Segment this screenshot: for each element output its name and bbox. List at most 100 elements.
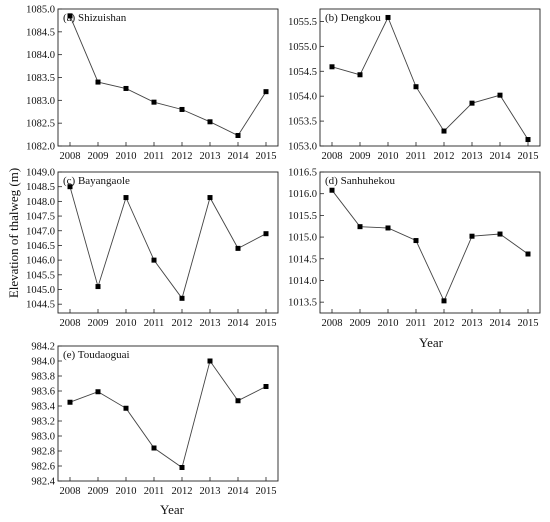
plot-frame [57, 8, 279, 147]
panel-title: (c) Bayangaole [63, 175, 130, 187]
data-point [357, 224, 363, 230]
x-tick-label: 2009 [88, 486, 109, 497]
panel-shizuishan: (a) Shizuishan 1082.0 1082.5 1083.0 1083.5 10… [26, 5, 279, 162]
data-point [329, 64, 335, 70]
data-point [95, 389, 101, 395]
y-tick-label: 1082.0 [26, 142, 55, 153]
y-tick-label: 1053.0 [288, 142, 317, 153]
data-point [235, 132, 241, 138]
plot-frame [57, 345, 279, 482]
y-tick-label: 982.6 [31, 462, 55, 473]
y-tick-label: 1084.5 [26, 27, 55, 38]
y-tick-label: 982.8 [31, 447, 55, 458]
y-tick-label: 984.0 [31, 357, 55, 368]
data-point [123, 85, 129, 91]
x-tick-label: 2014 [228, 318, 250, 329]
data-point [413, 238, 419, 244]
y-tick-label: 984.2 [31, 342, 55, 353]
panel-title: (e) Toudaoguai [63, 349, 130, 361]
x-tick-label: 2013 [462, 318, 483, 329]
x-axis-title-right: Year [419, 335, 444, 350]
x-tick-label: 2014 [228, 486, 250, 497]
y-tick-label: 1046.5 [26, 241, 55, 252]
y-tick-label: 1044.5 [26, 300, 55, 311]
x-tick-label: 2015 [256, 151, 277, 162]
x-tick-label: 2011 [406, 318, 427, 329]
x-tick-label: 2009 [88, 318, 109, 329]
y-tick-label: 1047.0 [26, 226, 55, 237]
x-tick-label: 2011 [144, 486, 165, 497]
data-point [235, 398, 241, 404]
y-tick-label: 1055.0 [288, 42, 317, 53]
data-point [95, 284, 101, 290]
y-tick-label: 1054.5 [288, 67, 317, 78]
data-point [329, 187, 335, 193]
x-tick-label: 2014 [490, 318, 512, 329]
data-point [151, 257, 157, 263]
y-tick-label: 1085.0 [26, 5, 55, 16]
panel-title: (b) Dengkou [325, 12, 381, 24]
series-line-toudaoguai [69, 359, 267, 469]
x-tick-label: 2013 [200, 318, 221, 329]
series-line-dengkou [331, 16, 529, 140]
x-tick-label: 2010 [378, 318, 399, 329]
y-tick-label: 1014.5 [288, 254, 317, 265]
y-tick-label: 1016.5 [288, 168, 317, 179]
y-tick-label: 983.0 [31, 432, 55, 443]
panel-bayangaole: (c) Bayangaole 1044.5 1045.0 1045.5 1046.0 10… [26, 168, 279, 329]
data-point [207, 119, 213, 125]
data-point [525, 251, 531, 257]
y-tick-label: 1013.5 [288, 298, 317, 309]
data-point [469, 100, 475, 106]
x-tick-label: 2014 [490, 151, 512, 162]
y-axis-title: Elevation of thalweg (m) [6, 168, 21, 298]
y-tick-label: 1015.0 [288, 233, 317, 244]
x-tick-label: 2012 [172, 318, 193, 329]
y-tick-label: 1049.0 [26, 168, 55, 179]
y-tick-label: 1047.5 [26, 212, 55, 223]
y-tick-label: 1015.5 [288, 211, 317, 222]
plot-frame [319, 171, 541, 314]
x-tick-label: 2013 [200, 151, 221, 162]
x-tick-label: 2008 [60, 151, 81, 162]
y-tick-label: 1046.0 [26, 256, 55, 267]
data-point [151, 99, 157, 105]
x-tick-label: 2010 [116, 318, 137, 329]
x-tick-label: 2014 [228, 151, 250, 162]
x-tick-label: 2015 [256, 318, 277, 329]
x-tick-label: 2008 [322, 318, 343, 329]
data-point [497, 92, 503, 98]
y-tick-label: 1054.0 [288, 92, 317, 103]
data-point [123, 405, 129, 411]
data-point [179, 465, 185, 470]
x-tick-label: 2009 [350, 151, 371, 162]
y-tick-label: 1045.5 [26, 270, 55, 281]
x-tick-label: 2012 [434, 318, 455, 329]
data-point [67, 13, 73, 19]
data-point [263, 384, 269, 389]
data-point [385, 225, 391, 231]
y-tick-label: 983.2 [31, 417, 55, 428]
data-point [441, 128, 447, 134]
y-tick-label: 983.4 [31, 402, 55, 413]
data-point [207, 358, 213, 364]
x-tick-label: 2008 [60, 318, 81, 329]
plot-frame [57, 171, 279, 314]
panel-title: (a) Shizuishan [63, 12, 127, 24]
series-line-bayangaole [69, 186, 267, 300]
data-point [179, 295, 185, 301]
x-tick-label: 2012 [172, 486, 193, 497]
y-tick-label: 1083.0 [26, 96, 55, 107]
x-tick-label: 2008 [60, 486, 81, 497]
data-point [179, 106, 185, 112]
data-point [123, 195, 129, 201]
y-tick-label: 983.8 [31, 372, 55, 383]
y-tick-label: 1083.5 [26, 73, 55, 84]
x-tick-label: 2011 [406, 151, 427, 162]
x-tick-label: 2015 [518, 151, 539, 162]
data-point [497, 231, 503, 237]
panel-toudaoguai: (e) Toudaoguai 982.4 982.6 982.8 983.0 983.2 9… [31, 342, 279, 497]
x-tick-label: 2010 [116, 151, 137, 162]
panel-title: (d) Sanhuhekou [325, 175, 395, 187]
y-tick-label: 983.6 [31, 387, 55, 398]
